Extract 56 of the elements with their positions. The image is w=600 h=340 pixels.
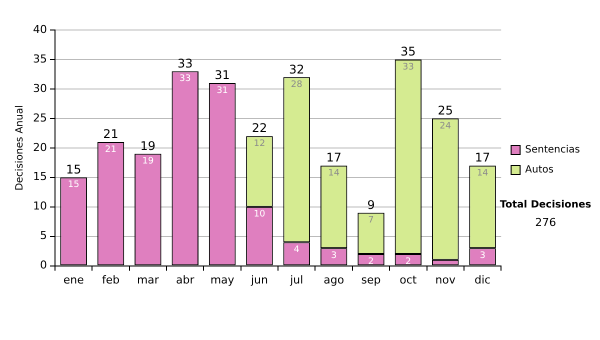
y-tick-label: 5 [40, 229, 47, 242]
data-label: 3 [330, 250, 337, 261]
total-label: 17 [474, 150, 490, 165]
data-label: 28 [290, 80, 303, 90]
total-label: 25 [438, 104, 454, 118]
y-tick-label: 30 [32, 82, 47, 95]
y-tick-label: 40 [32, 22, 47, 36]
x-tick-label: jul [289, 273, 304, 286]
x-tick-label: mar [136, 273, 160, 286]
data-label: 14 [328, 168, 340, 178]
legend-label: Autos [525, 164, 554, 176]
x-tick-label: ago [324, 273, 344, 286]
data-label: 2 [405, 256, 412, 267]
y-tick-label: 25 [32, 111, 47, 124]
total-label: 31 [214, 68, 230, 82]
x-tick-label: dic [474, 273, 491, 286]
data-label: 10 [254, 210, 266, 220]
annotation: Total Decisiones [500, 200, 592, 211]
data-label: 19 [142, 156, 154, 167]
data-label: 14 [476, 168, 489, 178]
data-label: 24 [440, 121, 452, 132]
x-tick-label: sep [361, 273, 381, 286]
x-tick-label: jun [250, 273, 268, 286]
data-label: 7 [368, 216, 374, 226]
x-tick-label: oct [400, 273, 418, 286]
y-tick-label: 20 [32, 140, 47, 154]
y-tick-label: 35 [32, 52, 47, 66]
data-label: 33 [179, 74, 191, 84]
data-label: 33 [402, 62, 414, 72]
total-label: 22 [252, 121, 268, 136]
total-label: 35 [400, 44, 416, 59]
data-label: 3 [480, 250, 486, 261]
data-label: 15 [68, 180, 80, 190]
total-label: 33 [177, 56, 193, 70]
legend-label: Sentencias [525, 144, 580, 156]
y-tick-label: 15 [32, 170, 47, 184]
text: 276 [535, 216, 556, 229]
data-label: 21 [105, 144, 116, 155]
x-tick-label: may [210, 273, 235, 286]
data-label: 31 [216, 86, 228, 96]
total-label: 9 [367, 198, 375, 212]
y-tick-label: 0 [40, 258, 47, 272]
total-label: 21 [103, 127, 118, 142]
y-axis-title: Decisiones Anual [14, 105, 26, 191]
x-tick-label: abr [176, 273, 195, 286]
x-tick-label: nov [435, 273, 456, 286]
data-label: 2 [368, 256, 374, 267]
data-label: 4 [294, 245, 300, 256]
data-label: 12 [254, 138, 266, 149]
y-tick-label: 10 [32, 200, 47, 213]
x-tick-label: ene [63, 273, 84, 286]
total-label: 17 [326, 150, 342, 165]
x-tick-label: feb [102, 273, 120, 286]
total-label: 32 [289, 62, 304, 76]
total-label: 15 [66, 162, 82, 176]
total-label: 19 [140, 138, 156, 153]
